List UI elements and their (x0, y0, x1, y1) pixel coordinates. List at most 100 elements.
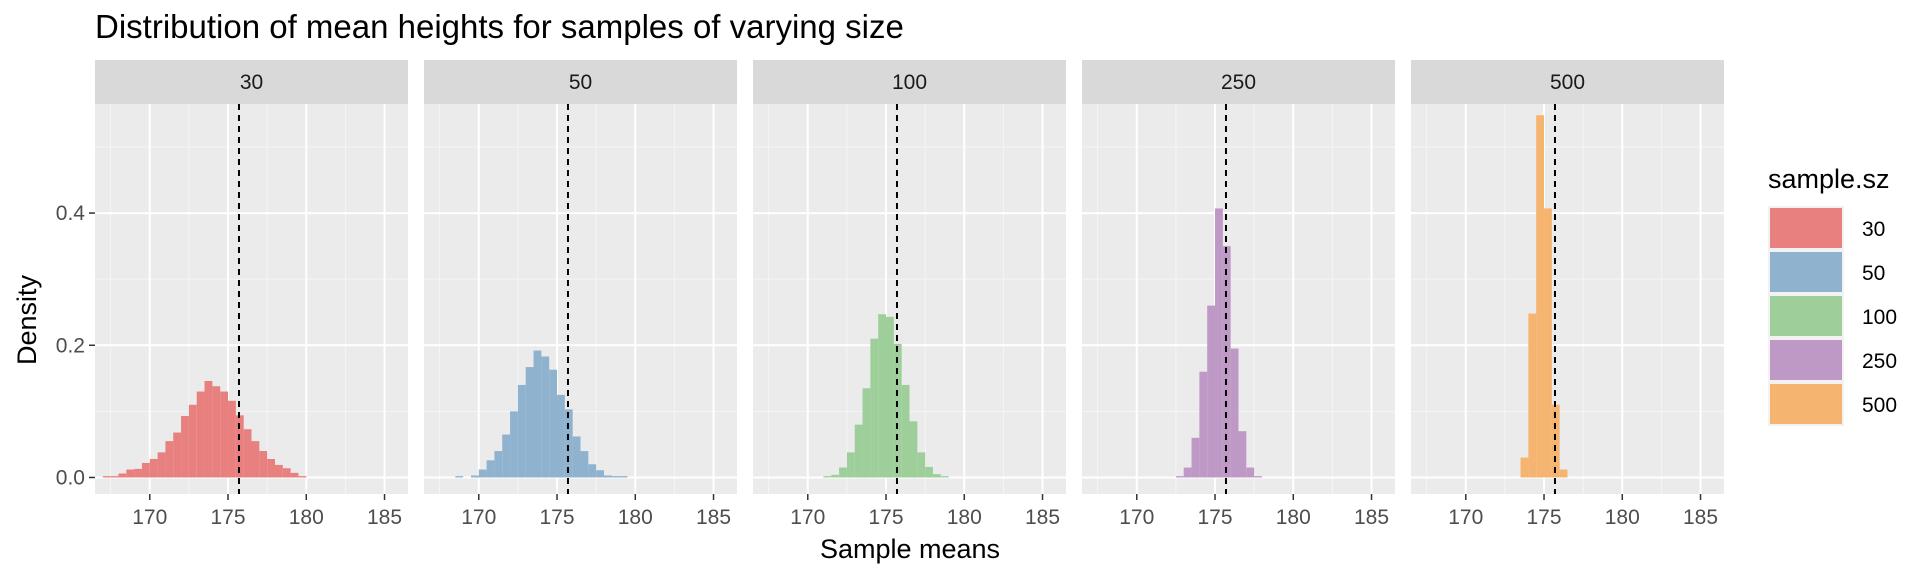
facet-strip (424, 60, 737, 104)
histogram-bar (588, 464, 597, 478)
histogram-bar (228, 400, 236, 478)
histogram-bar (220, 391, 229, 478)
histogram-bar (1559, 469, 1568, 478)
legend-label: 250 (1862, 350, 1897, 373)
histogram-bars (823, 314, 949, 478)
y-tick-label: 0.0 (56, 466, 85, 489)
histogram-bar (196, 391, 205, 478)
histogram-bar (839, 467, 847, 478)
histogram-bar (141, 462, 150, 478)
histogram-bar (251, 441, 260, 478)
histogram-bar (282, 468, 291, 478)
histogram-bar (267, 458, 275, 478)
x-tick-label: 175 (211, 506, 246, 529)
histogram-bar (478, 469, 487, 478)
histogram-bar (1254, 476, 1262, 478)
histogram-bar (126, 469, 135, 478)
x-tick-label: 170 (132, 506, 167, 529)
histogram-bar (517, 384, 526, 478)
histogram-bar (1520, 457, 1529, 478)
histogram-bar (110, 476, 119, 478)
histogram-bar (823, 476, 832, 478)
x-axis-label: Sample means (820, 534, 1000, 564)
x-tick-label: 175 (540, 506, 575, 529)
x-tick-label: 175 (869, 506, 904, 529)
y-tick-label: 0.2 (56, 334, 85, 357)
histogram-bar (1175, 476, 1184, 478)
legend-key-50 (1770, 252, 1842, 292)
facet-panel-500: 500 170 175 180 185 (1411, 60, 1724, 529)
histogram-bar (940, 476, 949, 478)
x-tick-label: 180 (1276, 506, 1311, 529)
histogram-bar (901, 384, 910, 478)
histogram-bar (854, 424, 863, 478)
panel-background (95, 104, 408, 494)
histogram-bar (846, 452, 855, 478)
histogram-bar (611, 476, 620, 478)
histogram-bar (1207, 305, 1216, 478)
legend-key-250 (1770, 340, 1842, 380)
facet-panel-250: 250 170 175 180 185 (1082, 60, 1395, 529)
histogram-bar (165, 441, 174, 478)
histogram-bar (1230, 348, 1239, 478)
histogram-bars (1520, 115, 1568, 478)
x-tick-label: 170 (461, 506, 496, 529)
panel-background (424, 104, 737, 494)
histogram-bar (1215, 208, 1223, 478)
facet-strip-label: 30 (240, 71, 263, 94)
facet-strip (1082, 60, 1395, 104)
histogram-bar (486, 460, 495, 478)
histogram-bar (1544, 208, 1552, 478)
x-tick-label: 175 (1198, 506, 1233, 529)
histogram-bar (932, 474, 941, 478)
facet-strip (95, 60, 408, 104)
histogram-bar (243, 429, 252, 478)
facet-panel-50: 50 170 175 180 185 (424, 60, 737, 529)
facet-panel-30: 30 170 175 180 185 0.0 0.2 0.4 (56, 60, 408, 529)
y-axis-label: Density (12, 274, 42, 365)
histogram-bars (102, 380, 307, 478)
facet-strip-label: 500 (1550, 71, 1585, 94)
legend-label: 30 (1862, 218, 1885, 241)
x-tick-label: 180 (289, 506, 324, 529)
histogram-bar (494, 451, 503, 478)
histogram-bar (204, 380, 213, 478)
legend-key-100 (1770, 296, 1842, 336)
histogram-bar (274, 464, 283, 478)
legend-key-30 (1770, 208, 1842, 248)
histogram-bar (118, 473, 127, 478)
histogram-bar (533, 350, 542, 478)
histogram-bar (893, 343, 902, 478)
histogram-bar (580, 451, 589, 478)
histogram-bar (572, 436, 581, 478)
legend-label: 100 (1862, 306, 1897, 329)
x-tick-label: 180 (1605, 506, 1640, 529)
histogram-bar (525, 367, 534, 478)
x-tick-label: 180 (618, 506, 653, 529)
histogram-bar (619, 476, 628, 478)
histogram-bar (1183, 467, 1192, 478)
x-tick-label: 170 (1448, 506, 1483, 529)
legend-title: sample.sz (1768, 164, 1890, 194)
histogram-bar (181, 416, 189, 478)
y-tick-label: 0.4 (56, 202, 86, 225)
histogram-bar (1551, 404, 1560, 478)
facet-strip-label: 250 (1221, 71, 1256, 94)
histogram-bar (541, 356, 550, 478)
legend-key-500 (1770, 384, 1842, 424)
histogram-bar (510, 411, 518, 478)
chart-title: Distribution of mean heights for samples… (95, 8, 904, 45)
facet-strip (753, 60, 1066, 104)
histogram-bar (596, 470, 604, 478)
legend-label: 50 (1862, 262, 1885, 285)
histogram-bar (886, 316, 894, 478)
facet-strip (1411, 60, 1724, 104)
histogram-bar (862, 388, 871, 478)
histogram-bar (149, 458, 158, 478)
histogram-bar (455, 476, 464, 478)
histogram-bar (1246, 467, 1255, 478)
histogram-bar (870, 338, 879, 478)
histogram-bar (1528, 313, 1537, 478)
histogram-bar (502, 434, 511, 478)
